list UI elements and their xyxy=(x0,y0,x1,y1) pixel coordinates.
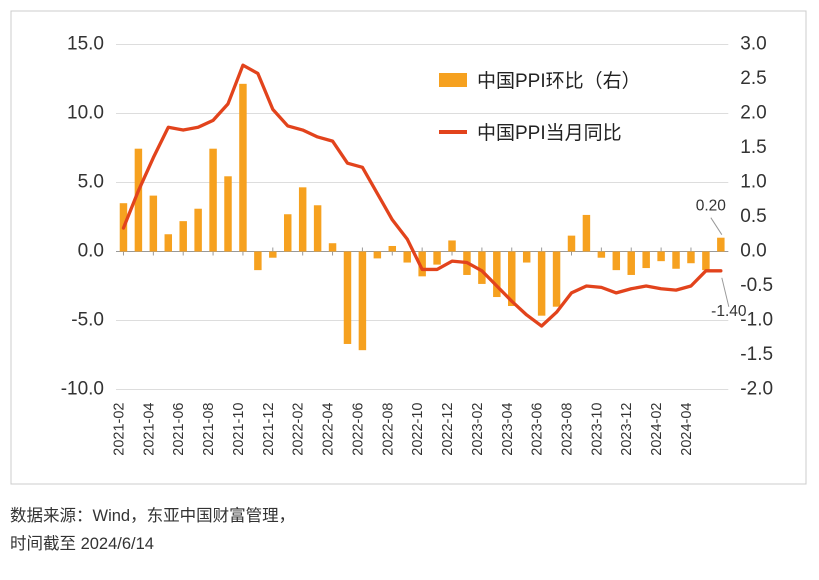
svg-text:5.0: 5.0 xyxy=(78,172,104,193)
svg-text:-2.0: -2.0 xyxy=(740,379,773,400)
svg-text:15.0: 15.0 xyxy=(67,34,104,55)
svg-text:2022-08: 2022-08 xyxy=(380,403,396,456)
svg-text:2022-12: 2022-12 xyxy=(440,403,456,456)
svg-text:2021-08: 2021-08 xyxy=(201,403,217,456)
svg-text:-5.0: -5.0 xyxy=(71,310,104,331)
svg-text:2023-06: 2023-06 xyxy=(530,403,546,456)
svg-text:2023-04: 2023-04 xyxy=(500,403,516,456)
svg-text:2021-10: 2021-10 xyxy=(231,403,247,456)
svg-text:2022-02: 2022-02 xyxy=(291,403,307,456)
svg-text:-10.0: -10.0 xyxy=(61,379,104,400)
svg-text:2023-08: 2023-08 xyxy=(559,403,575,456)
svg-text:2022-10: 2022-10 xyxy=(410,403,426,456)
svg-text:2024-02: 2024-02 xyxy=(649,403,665,456)
svg-text:0.20: 0.20 xyxy=(696,198,727,215)
svg-text:1.0: 1.0 xyxy=(740,172,766,193)
svg-text:2.5: 2.5 xyxy=(740,68,766,89)
svg-text:10.0: 10.0 xyxy=(67,103,104,124)
svg-text:2021-02: 2021-02 xyxy=(111,403,127,456)
svg-text:3.0: 3.0 xyxy=(740,34,766,55)
svg-text:2024-04: 2024-04 xyxy=(679,403,695,456)
svg-text:2023-02: 2023-02 xyxy=(470,403,486,456)
svg-text:-1.40: -1.40 xyxy=(711,303,747,320)
svg-text:2023-10: 2023-10 xyxy=(589,403,605,456)
svg-text:0.0: 0.0 xyxy=(78,241,104,262)
svg-text:-1.5: -1.5 xyxy=(740,344,773,365)
svg-text:1.5: 1.5 xyxy=(740,137,766,158)
svg-text:2021-04: 2021-04 xyxy=(141,403,157,456)
svg-text:2022-06: 2022-06 xyxy=(350,403,366,456)
svg-text:2021-12: 2021-12 xyxy=(261,403,277,456)
svg-text:2.0: 2.0 xyxy=(740,103,766,124)
svg-text:2021-06: 2021-06 xyxy=(171,403,187,456)
svg-text:0.5: 0.5 xyxy=(740,206,766,227)
svg-text:2023-12: 2023-12 xyxy=(619,403,635,456)
svg-text:-0.5: -0.5 xyxy=(740,275,773,296)
svg-text:0.0: 0.0 xyxy=(740,241,766,262)
svg-text:2022-04: 2022-04 xyxy=(321,403,337,456)
